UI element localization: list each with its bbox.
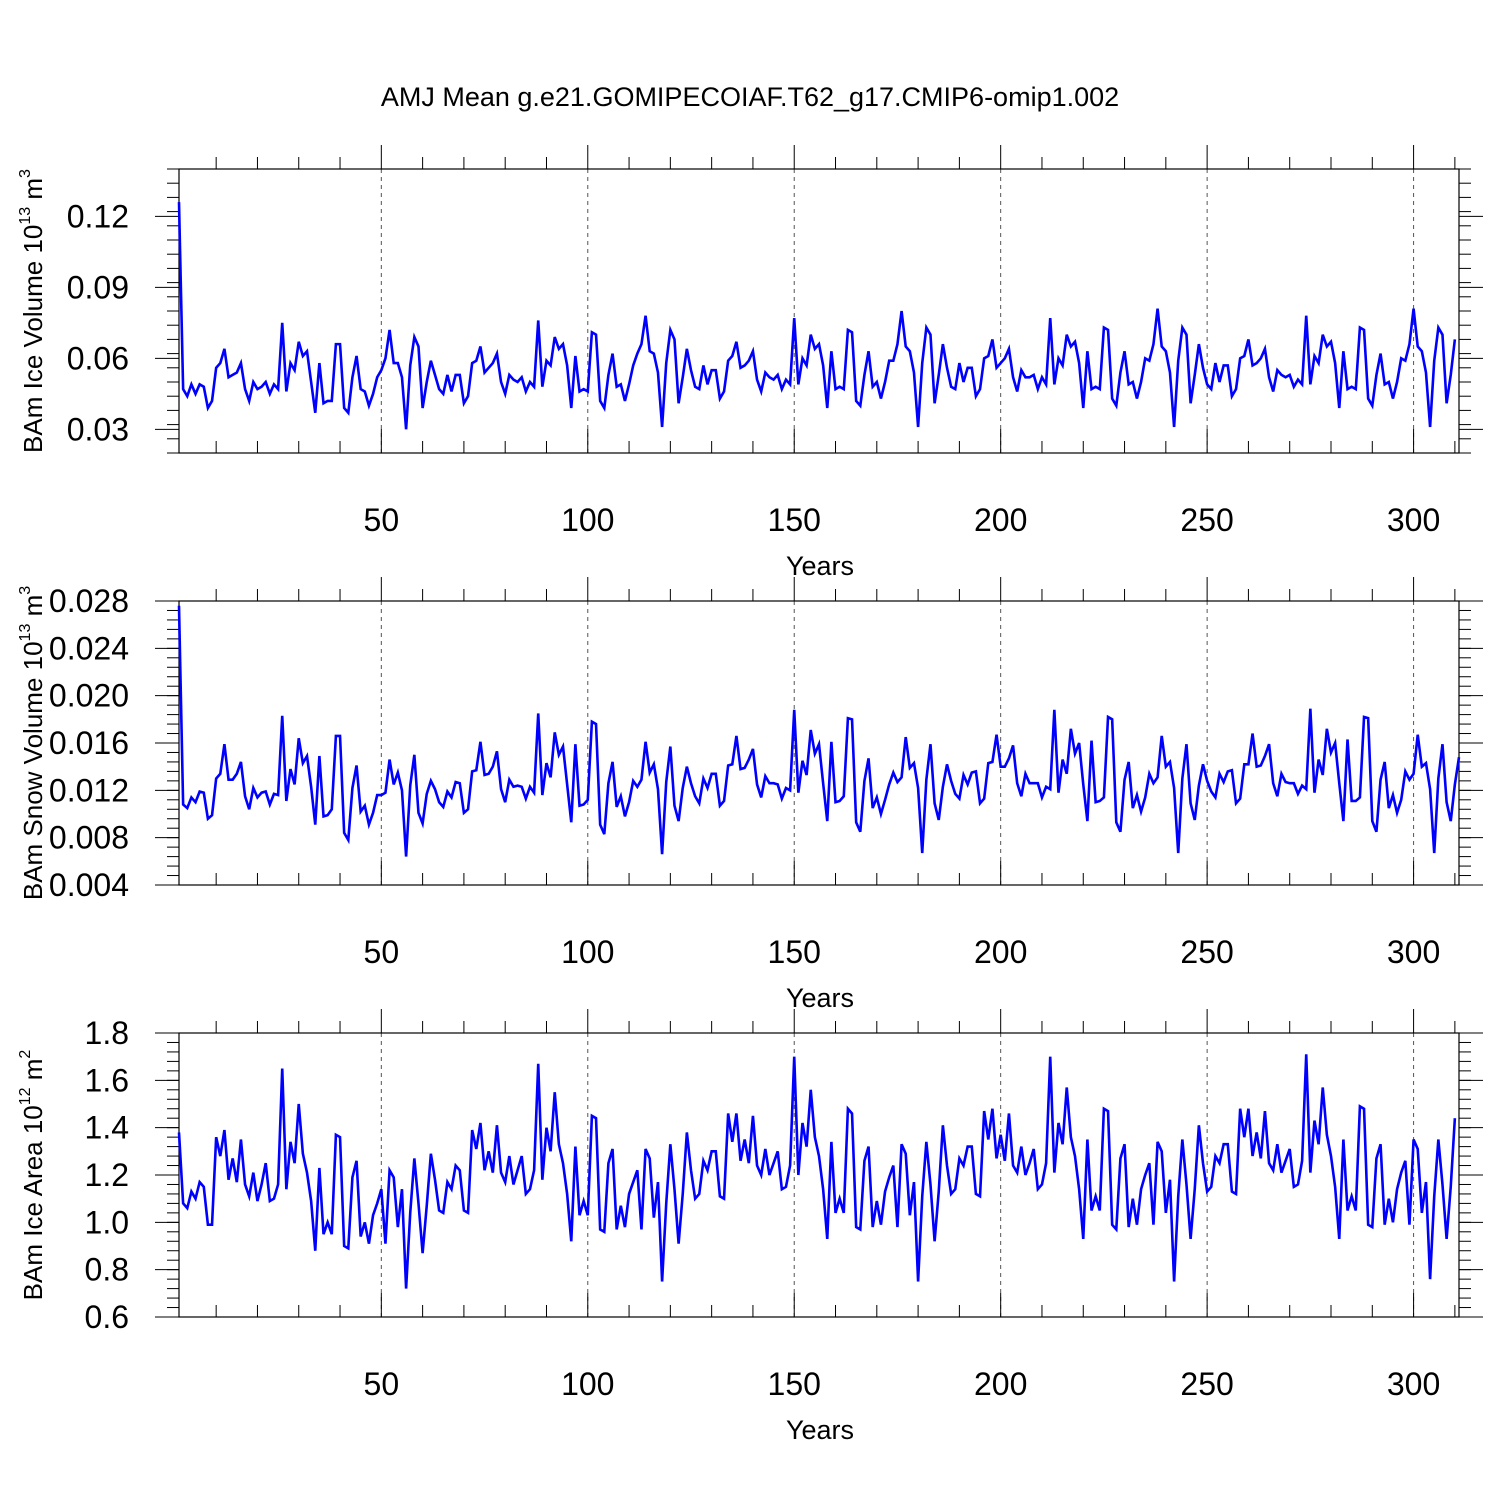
panel-1: 0.03 0.06 0.09 0.12 50 100 150 200 250 300 Years BA… (17, 145, 1483, 581)
y-tick-label: 1.8 (85, 1015, 129, 1051)
y-tick-label: 0.09 (67, 269, 129, 305)
chart-title: AMJ Mean g.e21.GOMIPECOIAF.T62_g17.CMIP6… (381, 82, 1119, 112)
y-axis-title: BAm Snow Volume 1013 m3 (17, 586, 48, 900)
y-axis-title-text: BAm Ice Area 10 (18, 1105, 48, 1300)
y-axis-title-exponent: 12 (17, 1087, 34, 1105)
plot-frame (178, 168, 1460, 454)
x-tick-label: 250 (1180, 502, 1233, 538)
x-tick-label: 300 (1387, 502, 1440, 538)
x-tick-label: 200 (974, 1366, 1027, 1402)
x-tick-label: 200 (974, 502, 1027, 538)
x-tick-label: 50 (364, 502, 400, 538)
x-tick-label: 100 (561, 502, 614, 538)
x-tick-label: 150 (768, 1366, 821, 1402)
y-axis-title: BAm Ice Area 1012 m2 (17, 1050, 48, 1301)
y-axis-title-unit: m (18, 595, 48, 624)
series-line-2 (177, 605, 1461, 857)
series-line-1 (177, 202, 1457, 430)
x-tick-label: 100 (561, 1366, 614, 1402)
x-tick-label: 200 (974, 934, 1027, 970)
x-axis-title: Years (786, 1415, 854, 1445)
y-tick-label: 1.0 (85, 1204, 129, 1240)
y-tick-label: 0.6 (85, 1299, 129, 1335)
x-tick-label: 100 (561, 934, 614, 970)
y-tick-label: 1.4 (85, 1110, 129, 1146)
y-tick-label: 0.020 (49, 678, 129, 714)
y-axis-title-text: BAm Ice Volume 10 (18, 225, 48, 453)
y-axis-title-unit-exponent: 3 (17, 169, 34, 178)
y-axis-title: BAm Ice Volume 1013 m3 (17, 169, 48, 453)
y-axis-title-unit: m (18, 1059, 48, 1088)
x-axis-title: Years (786, 551, 854, 581)
series-line-3 (177, 1054, 1457, 1289)
x-tick-label: 300 (1387, 1366, 1440, 1402)
y-axis-title-unit: m (18, 178, 48, 207)
y-axis-title-exponent: 13 (17, 207, 34, 225)
x-tick-label: 250 (1180, 1366, 1233, 1402)
x-tick-label: 150 (768, 502, 821, 538)
y-axis-title-text: BAm Snow Volume 10 (18, 641, 48, 900)
x-tick-label: 150 (768, 934, 821, 970)
panel-2: 0.004 0.008 0.012 0.016 0.020 0.024 0.028 50 100… (17, 577, 1483, 1013)
y-tick-label: 0.12 (67, 198, 129, 234)
y-tick-label: 0.028 (49, 583, 129, 619)
y-tick-label: 0.024 (49, 630, 129, 666)
x-tick-label: 50 (364, 1366, 400, 1402)
y-axis-title-unit-exponent: 2 (17, 1050, 34, 1059)
y-axis-title-unit-exponent: 3 (17, 586, 34, 595)
y-tick-label: 0.004 (49, 867, 129, 903)
y-tick-label: 1.2 (85, 1157, 129, 1193)
x-axis-title: Years (786, 983, 854, 1013)
y-axis-title-exponent: 13 (17, 624, 34, 642)
plot-frame (178, 1032, 1460, 1318)
y-tick-label: 0.016 (49, 725, 129, 761)
y-tick-label: 0.8 (85, 1252, 129, 1288)
x-tick-label: 50 (364, 934, 400, 970)
x-tick-label: 300 (1387, 934, 1440, 970)
y-tick-label: 0.06 (67, 340, 129, 376)
y-tick-label: 0.012 (49, 772, 129, 808)
y-tick-label: 1.6 (85, 1062, 129, 1098)
x-tick-label: 250 (1180, 934, 1233, 970)
y-tick-label: 0.03 (67, 411, 129, 447)
y-tick-label: 0.008 (49, 820, 129, 856)
panel-3: 0.6 0.8 1.0 1.2 1.4 1.6 1.8 50 100 150 200 250 300 Ye… (17, 1009, 1483, 1445)
